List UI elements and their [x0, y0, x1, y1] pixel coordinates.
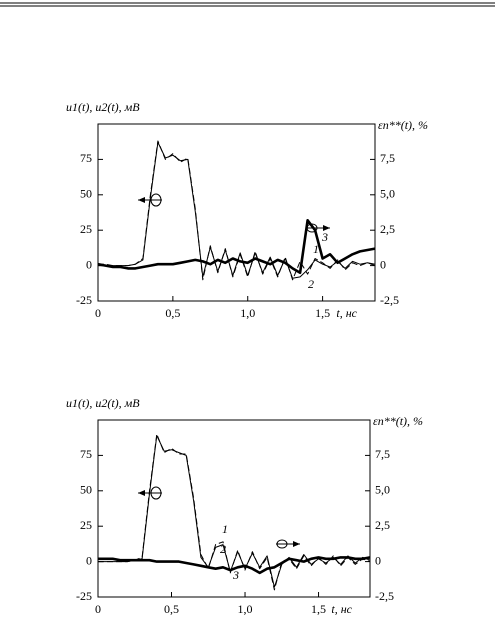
y2-tick-label: -2,5 [375, 589, 394, 603]
y2-tick-label: 5,0 [375, 483, 390, 497]
plot-frame [97, 123, 376, 302]
x-tick-label: 0 [95, 306, 101, 320]
y2-tick-label: 0 [380, 257, 386, 271]
y-tick-label: 50 [80, 483, 92, 497]
y-tick-label: 25 [80, 222, 92, 236]
x-tick-label: 0 [95, 602, 101, 616]
y-tick-label: 25 [80, 518, 92, 532]
x-axis-label: t, нс [336, 306, 357, 320]
series-label: 3 [321, 230, 328, 244]
axis-pointer [293, 541, 300, 547]
axis-pointer [138, 490, 145, 496]
y-axis-label: u1(t), u2(t), мВ [66, 100, 140, 114]
x-tick-label: 0,5 [165, 306, 180, 320]
y2-axis-label: εn**(t), % [378, 118, 428, 132]
series-line [98, 141, 376, 279]
series-label: 1 [222, 522, 228, 536]
y-tick-label: 0 [86, 553, 92, 567]
series-line [98, 433, 371, 591]
plot-frame [97, 419, 371, 598]
y-tick-label: 75 [80, 151, 92, 165]
x-tick-label: 0,5 [164, 602, 179, 616]
x-axis-label: t, нс [331, 602, 352, 616]
y2-tick-label: -2,5 [380, 293, 399, 307]
series-label: 1 [313, 242, 319, 256]
series-label: 2 [308, 277, 314, 291]
axis-pointer [138, 197, 145, 203]
y2-tick-label: 7,5 [375, 447, 390, 461]
y-tick-label: -25 [76, 293, 92, 307]
y2-tick-label: 0 [375, 553, 381, 567]
y-tick-label: 0 [86, 257, 92, 271]
axis-pointer [323, 225, 330, 231]
y2-tick-label: 2,5 [375, 518, 390, 532]
y-tick-label: 50 [80, 187, 92, 201]
y2-tick-label: 5,0 [380, 187, 395, 201]
x-tick-label: 1,0 [240, 306, 255, 320]
x-tick-label: 1,5 [311, 602, 326, 616]
y-tick-label: -25 [76, 589, 92, 603]
series-line [98, 435, 371, 588]
x-tick-label: 1,0 [238, 602, 253, 616]
y2-tick-label: 7,5 [380, 151, 395, 165]
series-label: 3 [232, 568, 239, 582]
series-label: 2 [220, 542, 226, 556]
y2-tick-label: 2,5 [380, 222, 395, 236]
series-line [98, 556, 371, 575]
y-tick-label: 75 [80, 447, 92, 461]
x-tick-label: 1,5 [315, 306, 330, 320]
y2-axis-label: εn**(t), % [373, 414, 423, 428]
y-axis-label: u1(t), u2(t), мВ [66, 396, 140, 410]
series-line [97, 219, 376, 275]
